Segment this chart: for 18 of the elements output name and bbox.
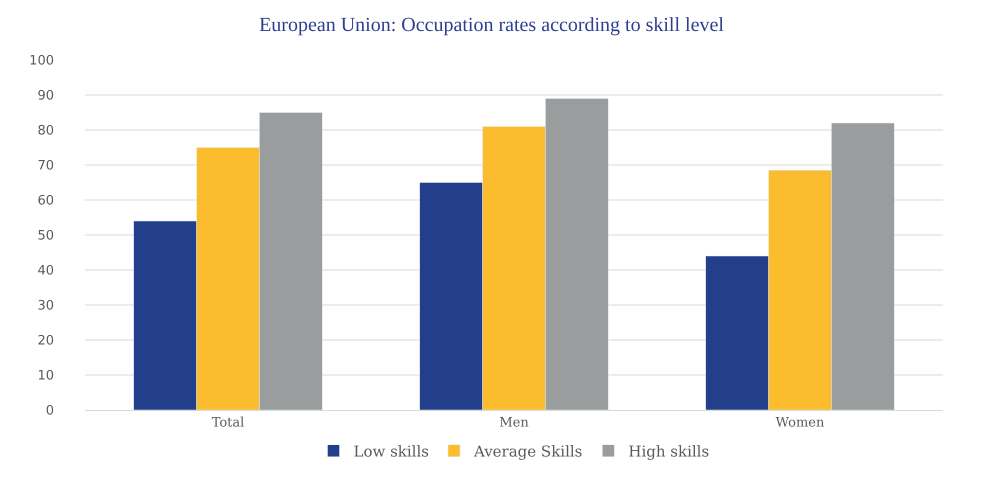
x-tick-label: Men — [499, 416, 530, 431]
y-tick-label: 90 — [37, 88, 54, 104]
y-tick-label: 30 — [37, 298, 54, 314]
y-tick-label: 70 — [37, 158, 54, 174]
y-tick-label: 100 — [29, 54, 54, 69]
legend-label: High skills — [628, 442, 710, 461]
x-tick-label: Total — [212, 416, 244, 431]
x-tick-label: Women — [776, 416, 825, 431]
y-tick-label: 40 — [37, 264, 54, 279]
chart-title: European Union: Occupation rates according to skill level — [259, 14, 724, 36]
y-tick-label: 10 — [37, 368, 54, 384]
y-tick-label: 80 — [37, 124, 54, 139]
y-tick-label: 20 — [37, 334, 54, 349]
legend-label: Average Skills — [472, 442, 582, 461]
y-tick-label: 50 — [37, 228, 54, 244]
y-tick-label: 60 — [37, 194, 54, 209]
y-tick-label: 0 — [46, 404, 54, 419]
legend-label: Low skills — [354, 442, 429, 461]
